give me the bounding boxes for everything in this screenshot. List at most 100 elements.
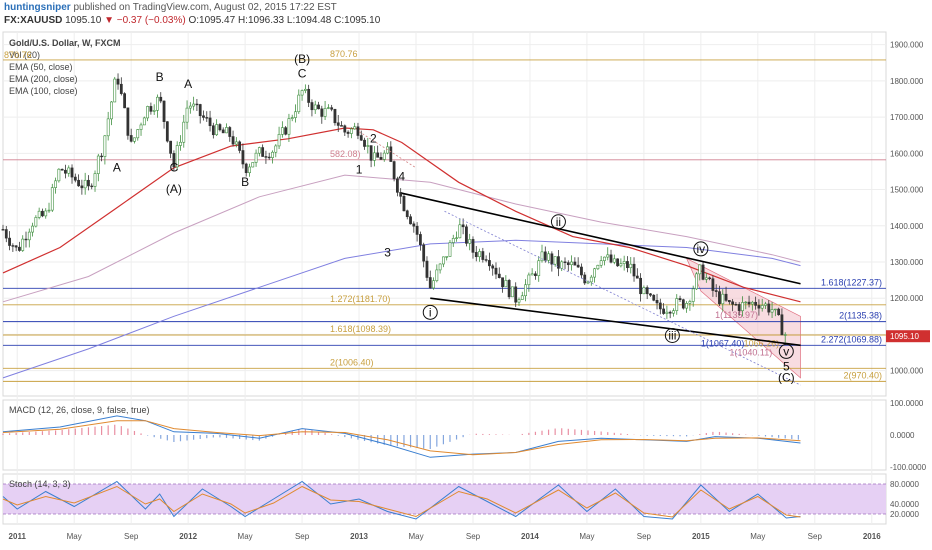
x-tick-label: May	[579, 532, 594, 541]
candle-body	[478, 251, 481, 258]
candle-body	[649, 293, 652, 296]
candle-body	[724, 293, 728, 301]
candle-body	[750, 301, 754, 305]
candle-body	[142, 117, 146, 126]
stoch-y-tick-label: 80.0000	[890, 480, 919, 489]
candle-body	[353, 126, 357, 130]
candle-body	[34, 217, 38, 227]
ticker-ohlc: O:1095.47 H:1096.33 L:1094.48 C:1095.10	[188, 15, 381, 26]
candle-body	[195, 103, 199, 106]
candle-body	[274, 145, 278, 153]
y-tick-label: 1600.000	[890, 149, 924, 158]
candle-body	[474, 252, 478, 258]
ema-lines	[2, 127, 801, 379]
candle-body	[356, 126, 360, 136]
wave-label: A	[184, 77, 192, 91]
candle-body	[11, 245, 15, 247]
candle-body	[317, 104, 320, 110]
ema200-line	[2, 239, 801, 379]
candle-body	[60, 168, 64, 171]
candle-body	[737, 304, 741, 311]
candle-body	[313, 104, 317, 111]
fib-level-label: 582.08)	[330, 149, 361, 159]
legend-overlap-value: 870.76	[4, 50, 32, 60]
x-tick-label: May	[238, 532, 253, 541]
candle-body	[432, 280, 435, 289]
candle-body	[129, 135, 133, 142]
candle-body	[678, 298, 682, 300]
ticker-last: 1095.10	[65, 15, 102, 26]
candle-body	[326, 107, 330, 109]
candle-body	[77, 179, 80, 187]
candle-body	[379, 157, 383, 160]
candle-body	[445, 256, 449, 258]
candle-body	[576, 264, 580, 268]
candle-body	[228, 127, 232, 137]
author-link[interactable]: huntingsniper	[4, 2, 71, 13]
wave-label: 2	[370, 131, 377, 145]
candle-body	[57, 168, 61, 182]
candle-body	[93, 173, 97, 187]
price-candles	[1, 73, 787, 343]
candle-body	[747, 301, 751, 305]
wave-label: (A)	[166, 182, 182, 196]
candle-body	[202, 115, 205, 118]
fib-inline-label: 1(1135.97)	[715, 310, 758, 320]
candle-body	[8, 237, 11, 246]
wave-circle	[693, 241, 709, 257]
candle-body	[336, 122, 340, 126]
candle-body	[764, 303, 767, 306]
ticker-bar: FX:XAUUSD 1095.10 ▼ −0.37 (−0.03%) O:109…	[4, 15, 380, 26]
candle-body	[589, 276, 593, 283]
x-tick-label: Sep	[124, 532, 139, 541]
last-price-tag	[886, 330, 930, 343]
candle-body	[530, 273, 534, 276]
x-tick-label: Sep	[295, 532, 310, 541]
candle-body	[488, 260, 491, 267]
candle-body	[83, 179, 87, 189]
ticker-symbol: FX:XAUUSD	[4, 15, 63, 26]
wave-label: A	[113, 160, 121, 174]
candle-body	[165, 121, 169, 142]
candle-body	[714, 290, 718, 292]
candle-body	[599, 260, 603, 266]
candle-body	[612, 258, 616, 263]
candle-body	[619, 263, 623, 267]
wave-label: i	[429, 305, 432, 319]
candle-body	[211, 125, 215, 136]
candle-body	[47, 209, 51, 212]
candle-body	[70, 167, 74, 178]
candle-body	[188, 105, 192, 109]
candle-body	[271, 151, 274, 158]
ema100-line	[2, 174, 801, 303]
candle-body	[580, 266, 583, 276]
candle-body	[773, 308, 777, 311]
candle-body	[389, 146, 393, 162]
candle-body	[277, 134, 281, 147]
candle-body	[415, 225, 419, 235]
published-text: published on TradingView.com, August 02,…	[73, 2, 337, 13]
fib-level-label: 1.618(1098.39)	[330, 324, 391, 334]
candle-body	[754, 301, 758, 306]
stoch-title: Stoch (14, 3, 3)	[9, 479, 71, 489]
candle-body	[511, 286, 514, 298]
candle-body	[261, 147, 265, 157]
candle-body	[50, 187, 54, 211]
wave-circle	[550, 214, 566, 230]
candle-body	[425, 260, 429, 278]
candle-body	[369, 145, 373, 161]
candle-body	[310, 102, 314, 111]
candle-body	[767, 303, 771, 313]
candle-body	[395, 178, 399, 193]
candle-body	[543, 251, 547, 261]
macd-title: MACD (12, 26, close, 9, false, true)	[9, 405, 150, 415]
wave-circle	[778, 343, 794, 359]
candle-body	[741, 302, 744, 311]
candle-body	[527, 274, 531, 286]
x-tick-label: Sep	[466, 532, 481, 541]
candle-body	[340, 125, 343, 127]
wave-label: v	[783, 344, 789, 358]
candle-body	[267, 156, 271, 159]
